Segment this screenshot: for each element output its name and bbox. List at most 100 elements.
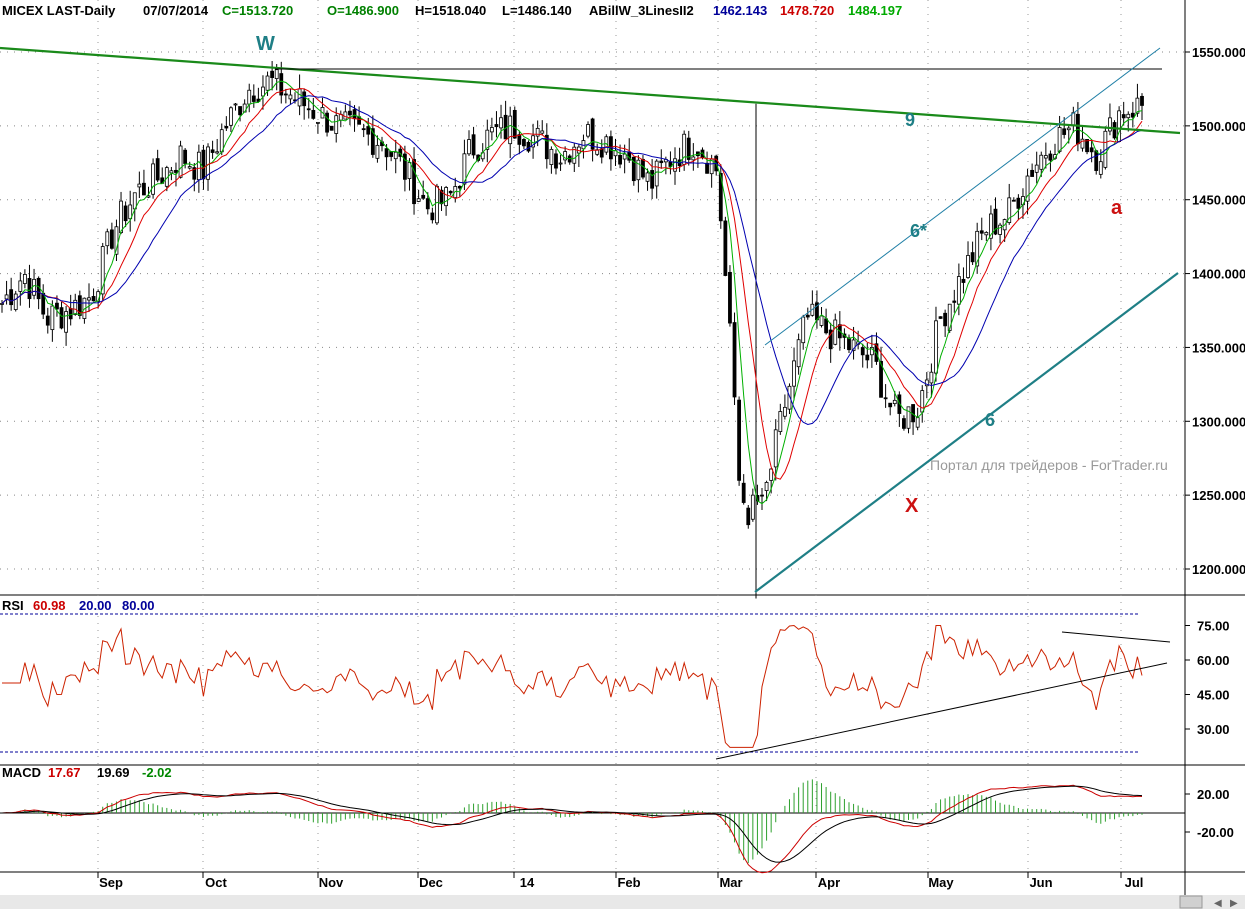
label-w: W [256,33,275,55]
candle-body [119,200,123,234]
header-low: L=1486.140 [502,3,572,18]
candle-body [865,354,870,361]
trend-lines [0,46,1181,593]
candle-body [457,185,462,189]
x-tick-label: Sep [99,875,123,890]
candle-body [4,294,9,300]
candle-body [645,172,650,182]
candle-body [174,169,178,173]
candle-body [412,159,416,205]
candle-body [407,162,412,180]
candle-body [87,297,91,301]
candle-body [824,318,828,334]
candle-body [993,208,998,235]
candle-body [348,110,352,116]
candle-body [966,255,970,278]
macd-panel: MACD 17.67 19.69 -2.02 20.00 -20.00 [0,765,1234,874]
rsi-value: 60.98 [33,598,66,613]
candle-body [549,148,554,165]
x-tick-label: Feb [617,875,640,890]
candle-body [654,160,659,187]
header-date: 07/07/2014 [143,3,209,18]
candle-body [1034,164,1039,173]
candle-body [68,308,73,320]
candle-body [618,154,622,165]
rsi-tick-label: 75.00 [1197,619,1230,634]
candle-body [485,129,490,150]
candle-body [247,89,252,105]
x-tick-label: May [928,875,954,890]
x-tick-label: 14 [520,875,535,890]
candle-body [283,93,288,96]
label-x: X [905,495,919,517]
price-header: MICEX LAST-Daily 07/07/2014 C=1513.720 O… [2,3,902,18]
horizontal-scrollbar[interactable]: ◀ ▶ [0,895,1245,909]
candle-body [1039,154,1044,170]
candle-body [897,394,902,414]
candle-body [288,94,293,100]
candle-body [563,151,568,161]
candle-body [943,312,948,327]
header-high: H=1518.040 [415,3,486,18]
candle-body [1112,122,1117,139]
candle-body [64,311,68,333]
x-axis: Sep Oct Nov Dec 14 Feb Mar Apr May Jun Jul [97,872,1143,890]
candle-body [650,170,655,189]
candle-body [1140,95,1144,106]
header-close: C=1513.720 [222,3,293,18]
candle-body [975,230,980,267]
rsi-tick-label: 45.00 [1197,688,1230,703]
candle-body [1108,117,1112,132]
rsi-label: RSI [2,598,24,613]
candle-body [261,86,265,97]
candle-body [512,109,517,139]
candle-body [851,339,856,351]
candle-body [375,144,380,159]
candle-body [732,322,737,398]
candle-body [100,246,105,295]
rsi-axis: 75.00 60.00 45.00 30.00 [1185,619,1230,737]
candle-body [0,303,4,305]
candle-body [238,106,242,116]
candle-body [251,95,256,102]
candle-body [544,134,549,160]
candle-body [682,133,687,165]
candle-body [792,360,796,387]
candle-body [494,124,499,128]
candle-body [430,212,435,221]
candle-body [151,163,155,195]
price-axis: 1550.000 1500.000 1450.000 1400.000 1350.000… [1185,45,1245,577]
candle-body [787,385,792,410]
candle-body [984,232,989,236]
candle-body [50,305,55,331]
scroll-thumb[interactable] [1179,895,1203,909]
candle-body [883,397,888,400]
candle-body [393,151,398,160]
candle-body [183,149,188,164]
candle-body [421,194,426,199]
candle-body [764,482,769,491]
candle-body [833,319,838,345]
candle-body [325,112,329,133]
candle-body [187,166,192,169]
candle-body [892,399,897,405]
candle-body [929,371,934,384]
label-nine: 9 [905,110,915,130]
candle-body [691,156,696,161]
candle-body [416,198,421,202]
candle-body [384,148,389,158]
label-a: a [1111,197,1123,219]
candle-body [522,139,526,147]
candle-body [847,337,851,351]
candle-body [114,226,119,255]
candle-body [178,145,183,178]
candle-body [1048,153,1053,161]
x-tick-label: Oct [205,875,227,890]
candle-body [888,402,893,408]
candle-body [622,153,627,160]
macd-signal-line [1,785,1143,863]
candle-body [750,494,755,520]
candle-body [1057,127,1062,152]
candle-body [1126,113,1131,119]
candle-body [723,220,728,276]
